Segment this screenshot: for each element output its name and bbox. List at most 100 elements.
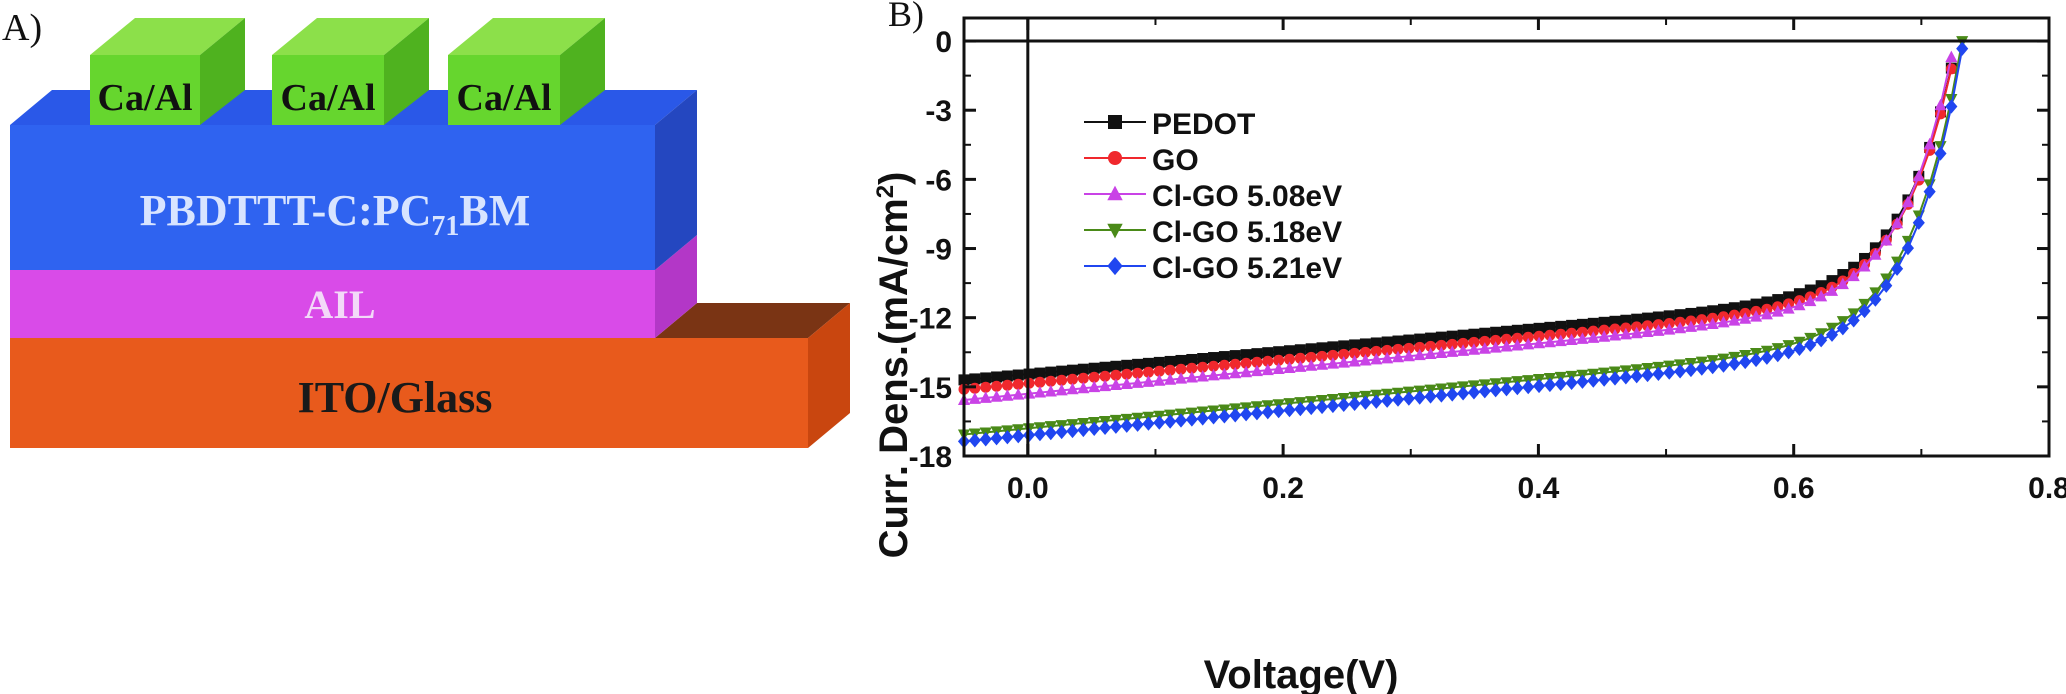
data-point — [1663, 310, 1675, 322]
data-point — [1391, 392, 1405, 407]
data-point — [1359, 338, 1371, 350]
data-point — [1403, 334, 1415, 346]
data-point — [1533, 336, 1546, 349]
data-point — [1771, 305, 1784, 317]
data-point — [1479, 327, 1491, 339]
data-point — [1186, 353, 1198, 365]
data-point — [1088, 380, 1101, 393]
data-point — [1359, 395, 1372, 410]
data-point — [1077, 363, 1089, 375]
electrode-1: Ca/Al — [90, 18, 245, 125]
data-point — [1739, 354, 1752, 370]
data-point — [1099, 420, 1112, 435]
data-point — [1121, 359, 1133, 371]
data-point — [979, 432, 992, 447]
data-point — [1847, 313, 1860, 328]
data-point — [1077, 422, 1090, 438]
data-point — [1912, 215, 1925, 230]
data-point — [1055, 383, 1068, 396]
data-point — [1804, 294, 1817, 307]
data-point — [1923, 184, 1936, 199]
data-point — [1684, 320, 1697, 332]
data-point — [1533, 330, 1545, 342]
data-point — [1349, 339, 1361, 351]
data-point — [1554, 376, 1567, 392]
data-point — [1717, 315, 1730, 328]
data-point — [1012, 388, 1025, 400]
data-point — [1337, 397, 1350, 413]
data-point — [1370, 337, 1382, 349]
data-point — [979, 391, 992, 403]
data-point — [1478, 384, 1491, 399]
data-point — [1402, 391, 1415, 406]
data-point — [1207, 368, 1220, 381]
data-point — [1229, 350, 1241, 362]
data-point — [1501, 325, 1512, 337]
data-point — [1109, 378, 1122, 391]
data-point — [1630, 369, 1643, 384]
data-point — [1544, 321, 1556, 333]
data-point — [1728, 314, 1741, 326]
data-point — [1164, 355, 1176, 367]
data-point — [1414, 341, 1426, 353]
data-point — [1934, 98, 1947, 111]
y-tick-label: -18 — [909, 441, 952, 474]
data-point — [1587, 373, 1600, 388]
data-point — [1316, 350, 1328, 362]
data-point — [1261, 363, 1274, 376]
data-point — [1750, 310, 1763, 322]
data-point — [1012, 429, 1025, 444]
legend-marker — [1108, 115, 1122, 129]
series-layer — [957, 36, 1969, 449]
tick-labels: 0.0 0.2 0.4 0.6 0.8 0 -3 -6 -9 -12 -15 -18 — [909, 26, 2066, 505]
data-point — [1522, 379, 1535, 395]
data-point — [1240, 365, 1253, 378]
data-point — [1642, 312, 1654, 324]
data-point — [1435, 331, 1447, 343]
data-point — [1326, 398, 1339, 414]
data-point — [1652, 324, 1665, 336]
data-point — [1001, 389, 1014, 401]
data-point — [1717, 358, 1730, 373]
data-point — [1392, 343, 1404, 355]
data-point — [1859, 252, 1871, 264]
data-point — [1402, 349, 1415, 362]
data-point — [1185, 412, 1198, 427]
data-point — [1467, 385, 1480, 400]
data-point — [1489, 341, 1502, 353]
jv-chart: 0.0 0.2 0.4 0.6 0.8 0 -3 -6 -9 -12 -15 -18 Voltage(… — [872, 16, 2066, 694]
data-point — [969, 373, 981, 385]
data-point — [1067, 364, 1078, 376]
data-point — [1718, 303, 1729, 315]
data-point — [1153, 374, 1166, 386]
data-point — [1055, 424, 1068, 440]
legend-marker — [1107, 223, 1123, 239]
data-point — [1641, 367, 1654, 383]
data-point — [1674, 309, 1686, 321]
data-point — [1511, 332, 1523, 344]
interlayer-label: AIL — [304, 282, 375, 327]
data-point — [1630, 326, 1643, 339]
data-point — [1674, 321, 1687, 334]
data-point — [1229, 408, 1242, 423]
data-point — [1294, 360, 1307, 372]
data-point — [1272, 362, 1285, 375]
data-point — [1825, 327, 1839, 342]
data-point — [1381, 336, 1393, 348]
data-point — [1956, 41, 1969, 56]
series-cl-go-5.21ev — [957, 41, 1969, 449]
data-point — [1565, 333, 1578, 346]
y-tick-label: -9 — [925, 234, 952, 267]
data-point — [1067, 373, 1078, 385]
data-point — [1815, 289, 1828, 302]
data-point — [1262, 347, 1274, 359]
data-point — [1316, 358, 1329, 370]
data-point — [1554, 334, 1567, 347]
data-point — [1608, 371, 1622, 386]
electrode-2: Ca/Al — [272, 18, 429, 125]
data-point — [980, 372, 992, 384]
data-point — [1544, 329, 1556, 341]
data-point — [1229, 366, 1242, 379]
data-point — [1576, 326, 1588, 338]
